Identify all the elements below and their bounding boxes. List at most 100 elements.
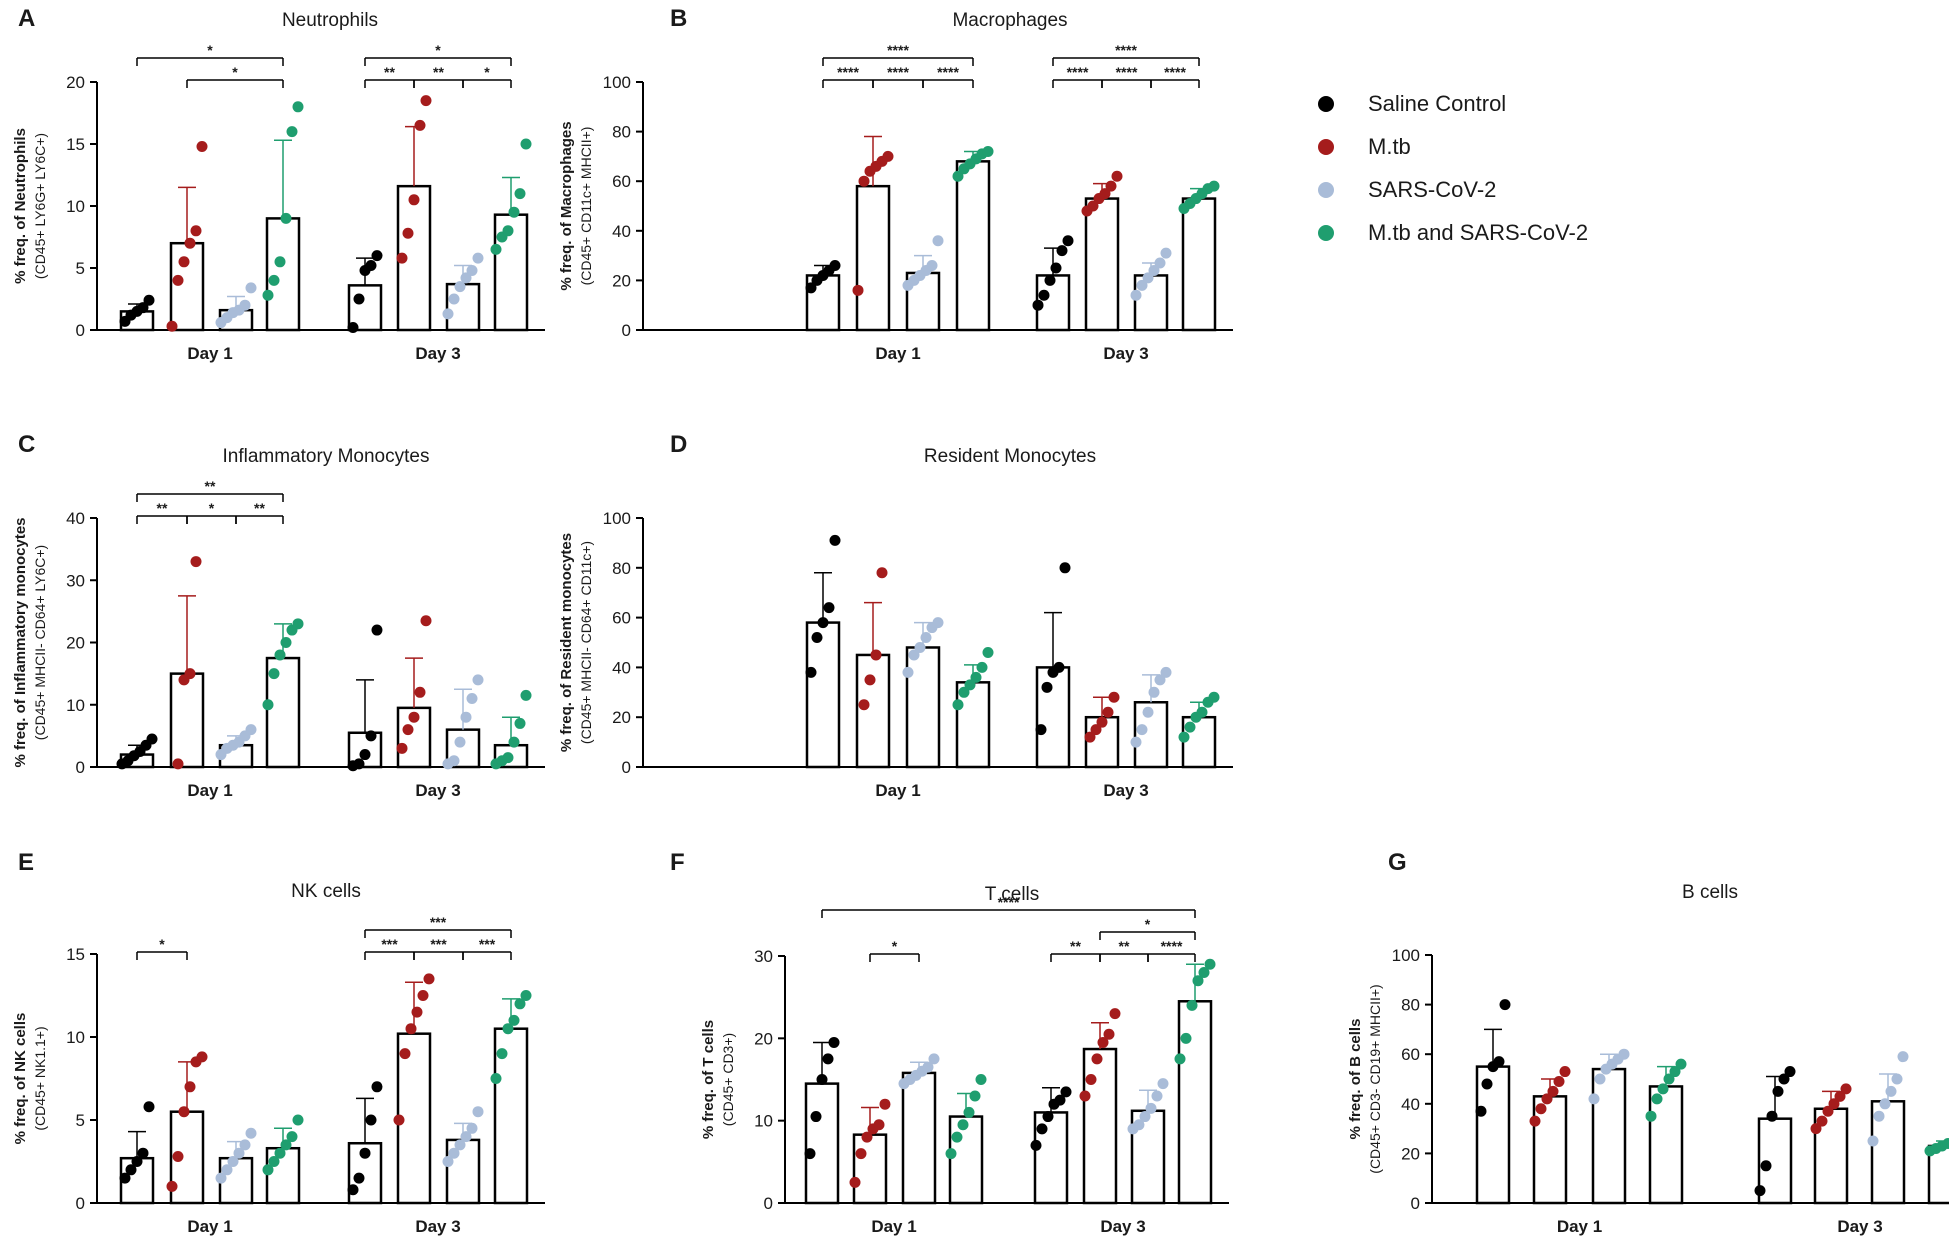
- data-point: [280, 1139, 292, 1151]
- data-point: [1840, 1083, 1852, 1095]
- y-tick-label: 5: [76, 259, 85, 278]
- significance-label: ***: [381, 936, 398, 952]
- legend-marker-icon: [1318, 138, 1334, 155]
- data-point: [922, 1061, 934, 1073]
- data-point: [166, 320, 178, 332]
- data-point: [146, 733, 158, 745]
- x-category-label: Day 3: [415, 344, 460, 363]
- data-point: [1136, 279, 1148, 291]
- data-point: [829, 534, 841, 546]
- significance-label: ***: [430, 914, 447, 930]
- data-point: [131, 1156, 143, 1167]
- legend: Saline Control M.tb SARS-CoV-2 M.tb and …: [1318, 82, 1588, 254]
- data-point: [353, 293, 365, 305]
- data-point: [1136, 724, 1148, 736]
- data-point: [816, 1074, 828, 1085]
- significance-label: **: [433, 64, 444, 80]
- data-point: [951, 1131, 963, 1143]
- data-point: [861, 1131, 873, 1143]
- data-point: [873, 1119, 885, 1131]
- data-point: [1657, 1083, 1669, 1095]
- data-point: [359, 749, 371, 761]
- data-point: [920, 632, 932, 644]
- data-point: [490, 243, 502, 255]
- data-point: [1148, 264, 1160, 276]
- data-point: [166, 1180, 178, 1192]
- data-point: [1669, 1066, 1681, 1078]
- data-point: [1174, 1053, 1186, 1065]
- bar: [1591, 1067, 1627, 1205]
- data-point: [1559, 1066, 1571, 1078]
- y-axis-label: % freq. of B cells: [1347, 1019, 1364, 1140]
- panel-title: B cells: [1682, 882, 1738, 903]
- significance-label: ***: [430, 936, 447, 952]
- data-point: [460, 1131, 472, 1143]
- data-point: [1097, 1036, 1109, 1048]
- data-point: [1139, 1111, 1151, 1123]
- data-point: [408, 194, 420, 206]
- data-point: [274, 1147, 286, 1159]
- data-point: [902, 666, 914, 678]
- data-point: [1142, 272, 1154, 284]
- panel-letter: G: [1388, 849, 1407, 876]
- data-point: [1145, 1102, 1157, 1114]
- panel-letter: B: [670, 5, 687, 32]
- x-category-label: Day 1: [187, 781, 232, 800]
- panel-title: NK cells: [291, 881, 361, 902]
- data-point: [976, 661, 988, 673]
- y-tick-label: 40: [1401, 1095, 1420, 1114]
- legend-item-saline: Saline Control: [1318, 82, 1588, 125]
- y-axis-label: % freq. of Resident monocytes: [558, 533, 575, 752]
- significance-label: ****: [1067, 64, 1089, 80]
- y-axis-sublabel: (CD45+ CD3+): [720, 1033, 736, 1126]
- data-point: [964, 679, 976, 691]
- data-point: [514, 717, 526, 729]
- y-tick-label: 20: [612, 271, 631, 290]
- y-tick-label: 0: [76, 1194, 85, 1213]
- data-point: [855, 1148, 867, 1160]
- data-point: [472, 1106, 484, 1118]
- panel-title: Inflammatory Monocytes: [223, 446, 430, 467]
- data-point: [502, 752, 514, 764]
- panel-letter: C: [18, 431, 35, 458]
- y-tick-label: 15: [66, 135, 85, 154]
- data-point: [359, 1147, 371, 1159]
- y-tick-label: 20: [754, 1029, 773, 1048]
- data-point: [442, 308, 454, 320]
- data-point: [184, 237, 196, 249]
- data-point: [1096, 716, 1108, 728]
- data-point: [1111, 170, 1123, 182]
- data-point: [239, 299, 251, 311]
- bar: [1082, 1047, 1118, 1205]
- data-point: [371, 624, 383, 636]
- data-point: [1760, 1160, 1772, 1172]
- legend-marker-icon: [1318, 181, 1334, 198]
- data-point: [396, 742, 408, 754]
- y-tick-label: 40: [612, 222, 631, 241]
- y-axis-sublabel: (CD45+ MHCII- CD64+ LY6C+): [32, 545, 48, 740]
- data-point: [454, 1139, 466, 1151]
- data-point: [952, 170, 964, 182]
- data-point: [520, 990, 532, 1001]
- x-category-label: Day 1: [187, 344, 232, 363]
- legend-item-mtb: M.tb: [1318, 125, 1588, 168]
- data-point: [879, 1098, 891, 1110]
- data-point: [292, 1114, 304, 1126]
- data-point: [448, 1147, 460, 1159]
- data-point: [1594, 1073, 1606, 1085]
- bar: [1475, 1065, 1511, 1205]
- data-point: [1766, 1110, 1778, 1122]
- bar: [1181, 197, 1217, 332]
- data-point: [347, 322, 359, 334]
- data-point: [876, 567, 888, 579]
- y-tick-label: 40: [612, 658, 631, 677]
- data-point: [1784, 1066, 1796, 1078]
- significance-label: ****: [887, 64, 909, 80]
- data-point: [1035, 724, 1047, 736]
- data-point: [423, 973, 435, 985]
- data-point: [184, 668, 196, 680]
- data-point: [858, 699, 870, 711]
- bar: [905, 646, 941, 769]
- data-point: [365, 1114, 377, 1126]
